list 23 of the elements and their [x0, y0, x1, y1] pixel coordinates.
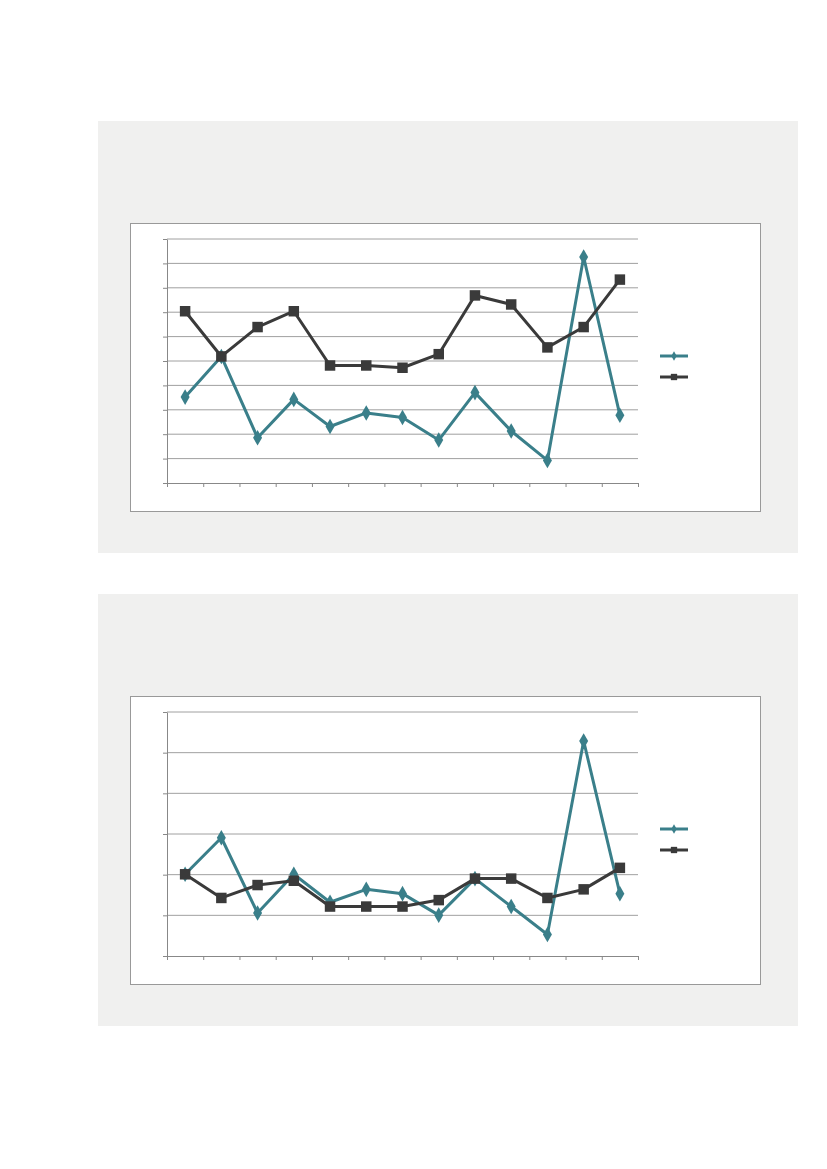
point: [505, 873, 517, 884]
point: [542, 342, 553, 353]
point: [252, 879, 263, 891]
point: [578, 321, 589, 333]
point: [578, 884, 589, 895]
point: [397, 362, 408, 373]
point: [252, 321, 263, 333]
point: [505, 299, 517, 310]
point: [361, 360, 372, 371]
point: [361, 901, 372, 912]
point: [179, 306, 191, 317]
point: [216, 892, 227, 904]
point: [433, 348, 444, 360]
point: [324, 360, 336, 371]
point: [397, 901, 408, 912]
point: [288, 306, 300, 317]
point: [614, 274, 626, 285]
point: [324, 901, 336, 912]
point: [614, 862, 626, 874]
point: [288, 875, 300, 886]
point: [469, 290, 481, 301]
point: [542, 892, 553, 904]
point: [433, 894, 444, 906]
